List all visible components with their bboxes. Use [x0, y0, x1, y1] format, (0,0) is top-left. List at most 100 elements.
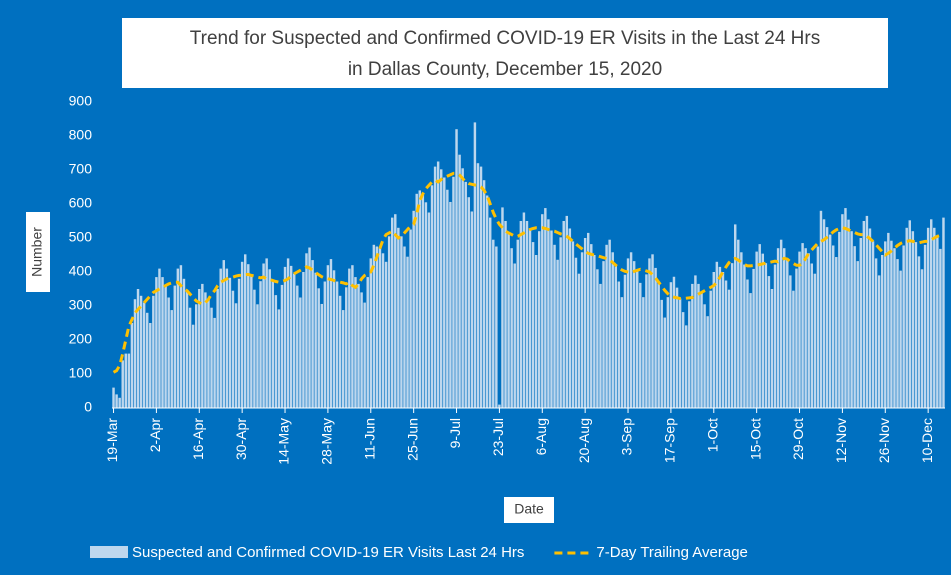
bar	[740, 252, 743, 408]
bar	[317, 288, 320, 408]
bar	[730, 263, 734, 408]
bar	[136, 289, 140, 408]
bar	[210, 307, 213, 408]
bar	[617, 281, 621, 408]
bar	[338, 295, 342, 408]
bar	[755, 251, 758, 408]
bar	[620, 297, 624, 408]
bar	[556, 259, 559, 408]
bar	[574, 257, 578, 408]
bar	[733, 224, 737, 408]
bar	[115, 394, 118, 408]
bar	[874, 258, 878, 408]
bar	[250, 275, 253, 408]
bar	[305, 253, 308, 408]
bar	[369, 258, 373, 408]
bar	[660, 299, 663, 408]
bar	[299, 297, 302, 408]
bar	[727, 289, 731, 408]
bar	[571, 241, 575, 408]
bar	[822, 219, 826, 408]
bar	[779, 239, 783, 408]
bar	[308, 247, 311, 408]
bar	[302, 272, 305, 408]
bar	[635, 270, 639, 408]
bar	[868, 228, 872, 408]
bar	[194, 304, 198, 408]
bar	[877, 275, 881, 408]
bar	[893, 248, 896, 408]
x-axis-label: Date	[514, 501, 544, 517]
bar	[397, 227, 400, 408]
bar	[608, 239, 611, 408]
bar	[541, 214, 544, 408]
bar	[648, 258, 651, 408]
bar	[782, 248, 786, 408]
bar	[216, 289, 219, 408]
bar	[718, 266, 722, 408]
bar	[311, 260, 314, 408]
bar	[188, 307, 192, 408]
bar	[920, 269, 924, 408]
bar	[605, 244, 608, 408]
bar	[452, 176, 455, 408]
bar	[504, 221, 507, 408]
bar	[712, 272, 716, 408]
bar	[256, 304, 259, 408]
bar	[234, 303, 238, 408]
bar	[914, 242, 918, 408]
bar	[277, 309, 281, 408]
bar	[173, 285, 177, 408]
bar	[691, 283, 694, 408]
bar	[464, 181, 467, 408]
bar	[326, 265, 330, 408]
x-tick-label: 14-May	[276, 418, 292, 465]
bar	[688, 301, 691, 408]
bar	[776, 248, 780, 408]
bar	[856, 261, 859, 408]
bar	[375, 246, 379, 408]
chart-title: in Dallas County, December 15, 2020	[348, 59, 662, 80]
bar	[905, 227, 908, 408]
bar	[669, 282, 673, 408]
bar	[831, 245, 835, 408]
bar	[942, 217, 945, 408]
bar	[124, 353, 128, 408]
bar	[534, 255, 538, 408]
bar	[381, 253, 385, 408]
bar	[678, 298, 682, 408]
bar	[458, 154, 461, 408]
y-axis-label: Number	[29, 227, 45, 277]
bar	[498, 404, 501, 408]
bar	[372, 244, 376, 408]
bar	[479, 166, 483, 408]
bar	[611, 252, 614, 408]
bar	[161, 277, 164, 408]
bar	[629, 252, 633, 408]
bar	[418, 190, 422, 408]
x-tick-label: 20-Aug	[576, 418, 592, 463]
bar	[439, 169, 443, 408]
bar	[801, 243, 804, 408]
bar	[155, 277, 158, 408]
bar	[626, 258, 630, 408]
bar	[473, 122, 477, 409]
bar	[871, 241, 875, 408]
bar	[531, 242, 535, 408]
legend-label: Suspected and Confirmed COVID-19 ER Visi…	[132, 544, 524, 561]
bar	[528, 229, 532, 408]
bar	[593, 255, 596, 408]
bar	[773, 264, 777, 408]
bar	[433, 166, 437, 408]
bar	[461, 168, 464, 408]
bar	[384, 261, 388, 408]
bar	[142, 302, 146, 408]
bar	[296, 285, 299, 408]
bar	[320, 303, 324, 408]
bar	[378, 248, 382, 408]
y-tick-label: 600	[69, 195, 93, 211]
bar	[896, 259, 899, 408]
bar	[228, 277, 232, 408]
bar	[902, 245, 905, 408]
bar	[544, 208, 547, 408]
